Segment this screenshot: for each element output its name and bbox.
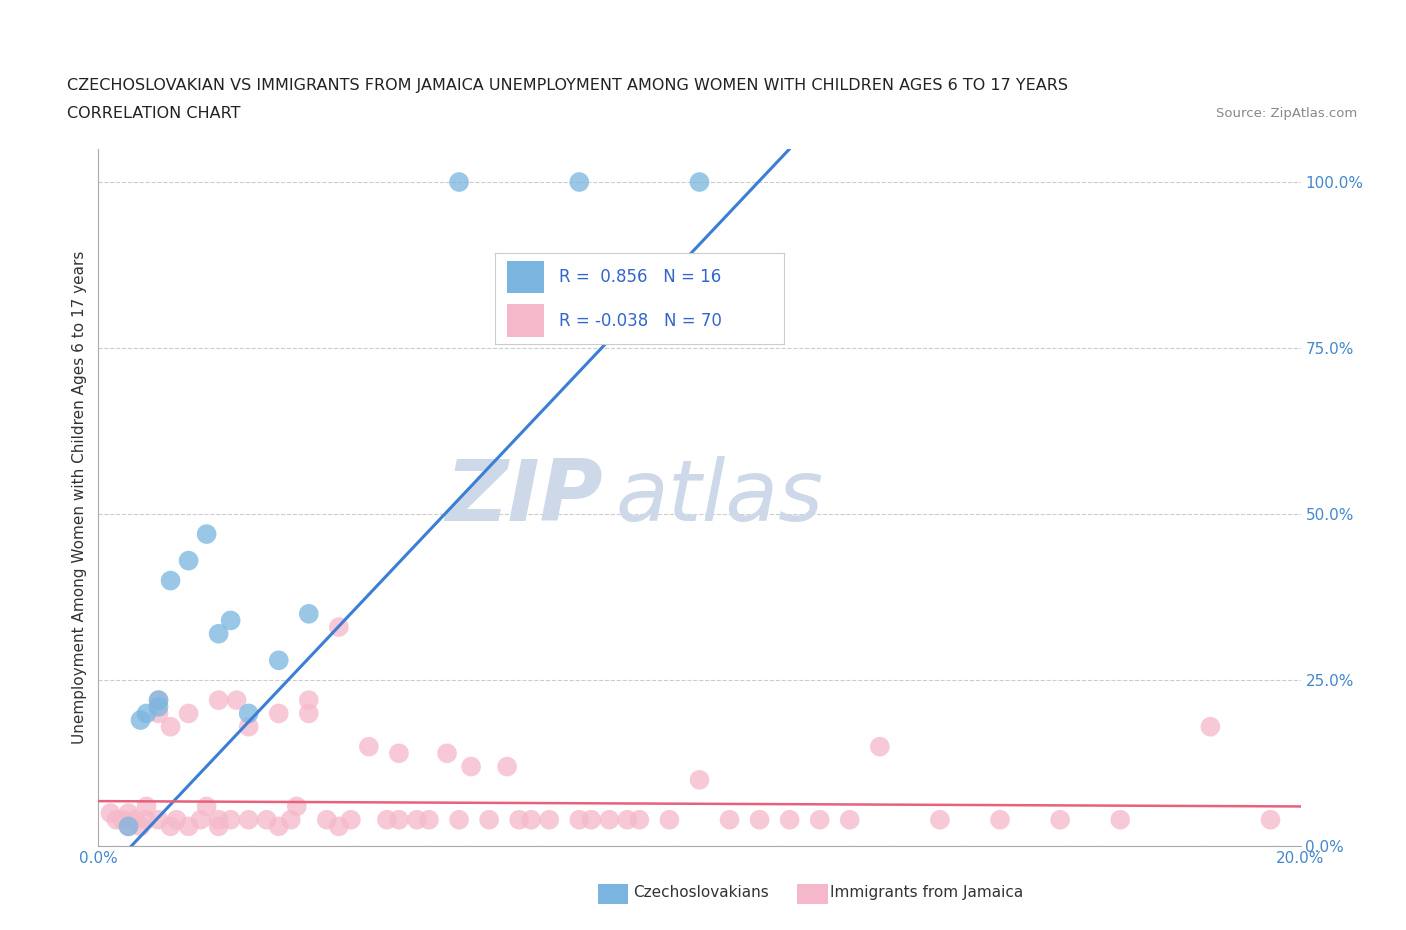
Point	[748, 812, 770, 827]
Point	[117, 819, 139, 834]
Point	[298, 693, 321, 708]
Point	[460, 759, 482, 774]
Point	[568, 175, 591, 190]
Point	[105, 812, 128, 827]
Point	[148, 693, 170, 708]
Point	[190, 812, 212, 827]
Point	[159, 719, 181, 734]
Point	[779, 812, 801, 827]
Point	[177, 553, 200, 568]
Point	[177, 706, 200, 721]
Point	[298, 706, 321, 721]
Point	[285, 799, 308, 814]
Point	[388, 746, 411, 761]
Point	[208, 693, 231, 708]
Point	[135, 706, 157, 721]
Point	[159, 573, 181, 588]
Point	[135, 812, 157, 827]
Point	[208, 626, 231, 641]
Point	[808, 812, 831, 827]
Point	[315, 812, 337, 827]
Point	[129, 712, 152, 727]
Point	[581, 812, 603, 827]
Point	[478, 812, 501, 827]
Point	[148, 693, 170, 708]
Point	[688, 773, 710, 788]
Text: R = -0.038   N = 70: R = -0.038 N = 70	[558, 312, 721, 329]
Text: Czechoslovakians: Czechoslovakians	[633, 885, 769, 900]
Point	[568, 812, 591, 827]
Point	[1109, 812, 1132, 827]
Point	[219, 812, 242, 827]
Point	[100, 805, 122, 820]
Point	[929, 812, 952, 827]
Point	[869, 739, 891, 754]
Text: R =  0.856   N = 16: R = 0.856 N = 16	[558, 268, 721, 286]
Point	[1199, 719, 1222, 734]
Point	[225, 693, 247, 708]
Point	[177, 819, 200, 834]
Point	[838, 812, 860, 827]
Point	[129, 819, 152, 834]
Point	[988, 812, 1011, 827]
Text: CORRELATION CHART: CORRELATION CHART	[67, 106, 240, 121]
Point	[538, 812, 561, 827]
Point	[195, 799, 218, 814]
Point	[375, 812, 398, 827]
Point	[238, 812, 260, 827]
Point	[238, 706, 260, 721]
Point	[298, 606, 321, 621]
Point	[616, 812, 638, 827]
Bar	[506, 260, 544, 293]
Point	[219, 613, 242, 628]
Point	[256, 812, 278, 827]
Point	[166, 812, 188, 827]
Point	[238, 719, 260, 734]
Point	[688, 175, 710, 190]
Point	[267, 706, 290, 721]
Point	[117, 819, 139, 834]
Point	[508, 812, 530, 827]
Point	[406, 812, 429, 827]
Text: CZECHOSLOVAKIAN VS IMMIGRANTS FROM JAMAICA UNEMPLOYMENT AMONG WOMEN WITH CHILDRE: CZECHOSLOVAKIAN VS IMMIGRANTS FROM JAMAI…	[67, 78, 1069, 93]
Text: Immigrants from Jamaica: Immigrants from Jamaica	[830, 885, 1022, 900]
Point	[111, 812, 134, 827]
Point	[135, 799, 157, 814]
Point	[195, 526, 218, 541]
Point	[159, 819, 181, 834]
Point	[267, 819, 290, 834]
Point	[208, 819, 231, 834]
Y-axis label: Unemployment Among Women with Children Ages 6 to 17 years: Unemployment Among Women with Children A…	[72, 251, 87, 744]
Point	[148, 699, 170, 714]
Point	[328, 619, 350, 634]
Point	[418, 812, 440, 827]
Point	[496, 759, 519, 774]
Bar	[506, 304, 544, 337]
Point	[340, 812, 363, 827]
Text: Source: ZipAtlas.com: Source: ZipAtlas.com	[1216, 107, 1357, 120]
Point	[628, 812, 651, 827]
Point	[267, 653, 290, 668]
Point	[124, 812, 146, 827]
Point	[117, 805, 139, 820]
Text: atlas: atlas	[616, 456, 824, 539]
Point	[148, 706, 170, 721]
Point	[208, 812, 231, 827]
Point	[1049, 812, 1071, 827]
Point	[447, 175, 470, 190]
Point	[328, 819, 350, 834]
Point	[658, 812, 681, 827]
Point	[280, 812, 302, 827]
Point	[520, 812, 543, 827]
Text: ZIP: ZIP	[446, 456, 603, 539]
Point	[598, 812, 620, 827]
Point	[447, 812, 470, 827]
Point	[357, 739, 380, 754]
Point	[388, 812, 411, 827]
Point	[436, 746, 458, 761]
Point	[148, 812, 170, 827]
Point	[1260, 812, 1282, 827]
Point	[718, 812, 741, 827]
